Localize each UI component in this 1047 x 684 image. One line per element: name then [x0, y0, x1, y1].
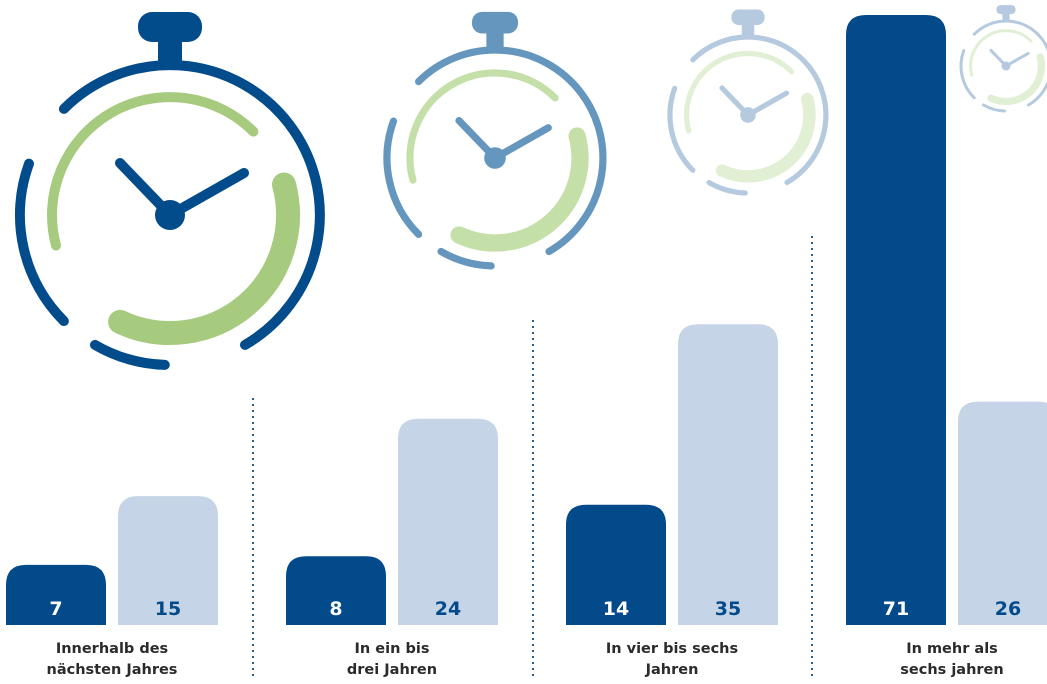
category-label: Jahren — [645, 662, 699, 678]
category-label: nächsten Jahres — [47, 662, 178, 678]
stopwatch-icon — [959, 5, 1047, 113]
bar — [846, 15, 946, 625]
bar-value-label: 14 — [603, 598, 629, 620]
category-label: sechs jahren — [900, 662, 1003, 678]
category-label: Innerhalb des — [56, 641, 168, 657]
bars: 7 8 14 71 15 24 35 26 — [6, 15, 1047, 625]
stopwatch-icon — [383, 11, 607, 270]
bar-value-label: 24 — [435, 598, 461, 620]
category-label: In mehr als — [906, 641, 998, 657]
bar — [6, 564, 106, 625]
bar-value-label: 7 — [49, 598, 62, 620]
bar — [958, 401, 1047, 625]
category-label: In ein bis — [355, 641, 430, 657]
group-dividers — [252, 236, 813, 678]
category-labels: Innerhalb des nächsten Jahres In ein bis dr… — [47, 641, 1004, 678]
category-label: drei Jahren — [347, 662, 437, 678]
bar-value-label: 71 — [883, 598, 909, 620]
bar-value-label: 35 — [715, 598, 741, 620]
category-label: In vier bis sechs — [606, 641, 738, 657]
stopwatch-icon — [667, 9, 829, 196]
bar-value-label: 8 — [329, 598, 342, 620]
bar — [398, 418, 498, 625]
bar — [566, 504, 666, 625]
bar — [118, 496, 218, 625]
bar-value-label: 15 — [155, 598, 181, 620]
bar-value-label: 26 — [995, 598, 1021, 620]
bar — [678, 324, 778, 625]
stopwatch-decorations — [14, 5, 1047, 370]
bar — [286, 556, 386, 625]
stopwatch-icon — [14, 12, 325, 370]
